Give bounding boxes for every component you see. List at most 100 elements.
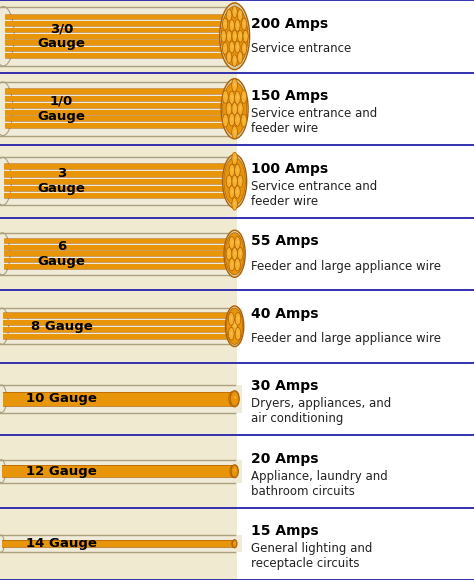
Bar [4,179,235,184]
Ellipse shape [237,241,238,244]
Ellipse shape [228,179,230,182]
Ellipse shape [227,30,232,42]
Ellipse shape [234,83,236,86]
Ellipse shape [241,42,247,55]
Bar [6,21,235,26]
Bar [237,290,474,362]
Ellipse shape [243,118,245,122]
Ellipse shape [222,42,228,55]
Ellipse shape [231,45,233,48]
Ellipse shape [234,107,236,110]
Bar [0,6,242,66]
Ellipse shape [229,258,235,271]
Ellipse shape [240,252,241,255]
Ellipse shape [234,10,236,13]
Ellipse shape [232,175,237,187]
Ellipse shape [229,41,235,53]
Bar [237,218,474,290]
Ellipse shape [232,198,237,210]
Ellipse shape [244,22,245,25]
Text: 3/0
Gauge: 3/0 Gauge [37,22,86,50]
Bar [4,172,235,176]
Ellipse shape [232,79,237,92]
Bar [0,233,242,275]
Text: 40 Amps: 40 Amps [251,307,319,321]
Ellipse shape [240,179,241,182]
Ellipse shape [228,313,234,325]
Bar [0,308,242,345]
Text: 6
Gauge: 6 Gauge [37,240,86,268]
Bar [4,245,235,249]
Text: 12 Gauge: 12 Gauge [26,465,97,478]
Ellipse shape [237,190,238,193]
Ellipse shape [235,164,240,177]
Ellipse shape [231,317,232,320]
Ellipse shape [231,117,233,121]
Ellipse shape [225,95,227,98]
Ellipse shape [223,34,225,37]
Text: 20 Amps: 20 Amps [251,452,319,466]
Ellipse shape [240,107,241,110]
Ellipse shape [231,241,233,244]
Ellipse shape [241,90,246,103]
Text: 55 Amps: 55 Amps [251,234,319,248]
Ellipse shape [230,391,239,407]
Text: 150 Amps: 150 Amps [251,89,328,103]
Bar [0,157,242,205]
Ellipse shape [229,92,235,104]
Bar [5,89,235,95]
Bar [2,392,235,406]
Bar [0,0,237,72]
Bar [0,82,242,136]
Ellipse shape [0,233,10,275]
Ellipse shape [235,20,240,31]
Ellipse shape [234,396,236,399]
Bar [6,27,235,32]
Ellipse shape [232,539,237,548]
Ellipse shape [223,90,228,103]
Ellipse shape [235,542,236,544]
Text: Service entrance and
feeder wire: Service entrance and feeder wire [251,107,377,135]
Text: 1/0
Gauge: 1/0 Gauge [37,95,86,123]
Ellipse shape [235,313,241,325]
Ellipse shape [232,153,237,165]
Bar [4,258,235,262]
Ellipse shape [221,6,248,66]
Ellipse shape [0,308,9,345]
Bar [3,334,235,339]
Ellipse shape [232,55,237,67]
Bar [237,145,474,218]
Bar [0,290,237,362]
Ellipse shape [221,30,227,42]
Bar [237,72,474,145]
Bar [4,193,235,198]
Text: 100 Amps: 100 Amps [251,162,328,176]
Ellipse shape [234,179,236,182]
Ellipse shape [0,6,14,66]
Ellipse shape [232,248,237,260]
Ellipse shape [232,126,237,139]
Ellipse shape [228,327,234,340]
Bar [0,435,237,508]
Ellipse shape [231,168,233,172]
Ellipse shape [234,252,236,255]
Ellipse shape [231,331,232,335]
Ellipse shape [228,107,230,110]
Text: 15 Amps: 15 Amps [251,524,319,538]
Ellipse shape [237,175,243,187]
Ellipse shape [237,263,238,266]
Ellipse shape [237,102,243,115]
Bar [0,535,242,552]
Bar [0,459,242,483]
Ellipse shape [235,237,240,249]
Ellipse shape [223,82,246,136]
Ellipse shape [237,331,239,335]
Bar [2,465,235,477]
Ellipse shape [0,385,7,412]
Ellipse shape [229,237,235,249]
Bar [237,435,474,508]
Bar [6,53,235,58]
Text: Appliance, laundry and
bathroom circuits: Appliance, laundry and bathroom circuits [251,470,388,498]
Bar [6,34,235,38]
Text: Feeder and large appliance wire: Feeder and large appliance wire [251,260,441,273]
